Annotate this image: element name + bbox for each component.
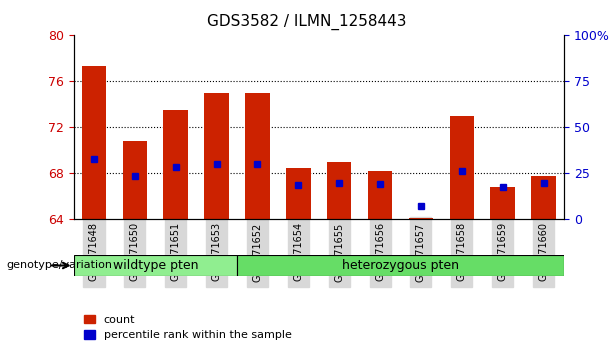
FancyBboxPatch shape <box>74 255 237 276</box>
Legend: count, percentile rank within the sample: count, percentile rank within the sample <box>79 310 296 345</box>
Bar <box>82 67 106 219</box>
Bar <box>409 218 433 219</box>
Bar <box>449 116 474 219</box>
Bar <box>286 168 311 219</box>
Text: wildtype pten: wildtype pten <box>113 259 198 272</box>
Text: genotype/variation: genotype/variation <box>6 261 112 270</box>
Bar <box>123 141 147 219</box>
Bar <box>204 93 229 219</box>
FancyBboxPatch shape <box>237 255 564 276</box>
Bar <box>327 162 351 219</box>
Bar <box>164 110 188 219</box>
Bar <box>531 176 556 219</box>
Text: heterozygous pten: heterozygous pten <box>342 259 459 272</box>
Bar <box>368 171 392 219</box>
Text: GDS3582 / ILMN_1258443: GDS3582 / ILMN_1258443 <box>207 14 406 30</box>
Bar <box>245 93 270 219</box>
Bar <box>490 187 515 219</box>
